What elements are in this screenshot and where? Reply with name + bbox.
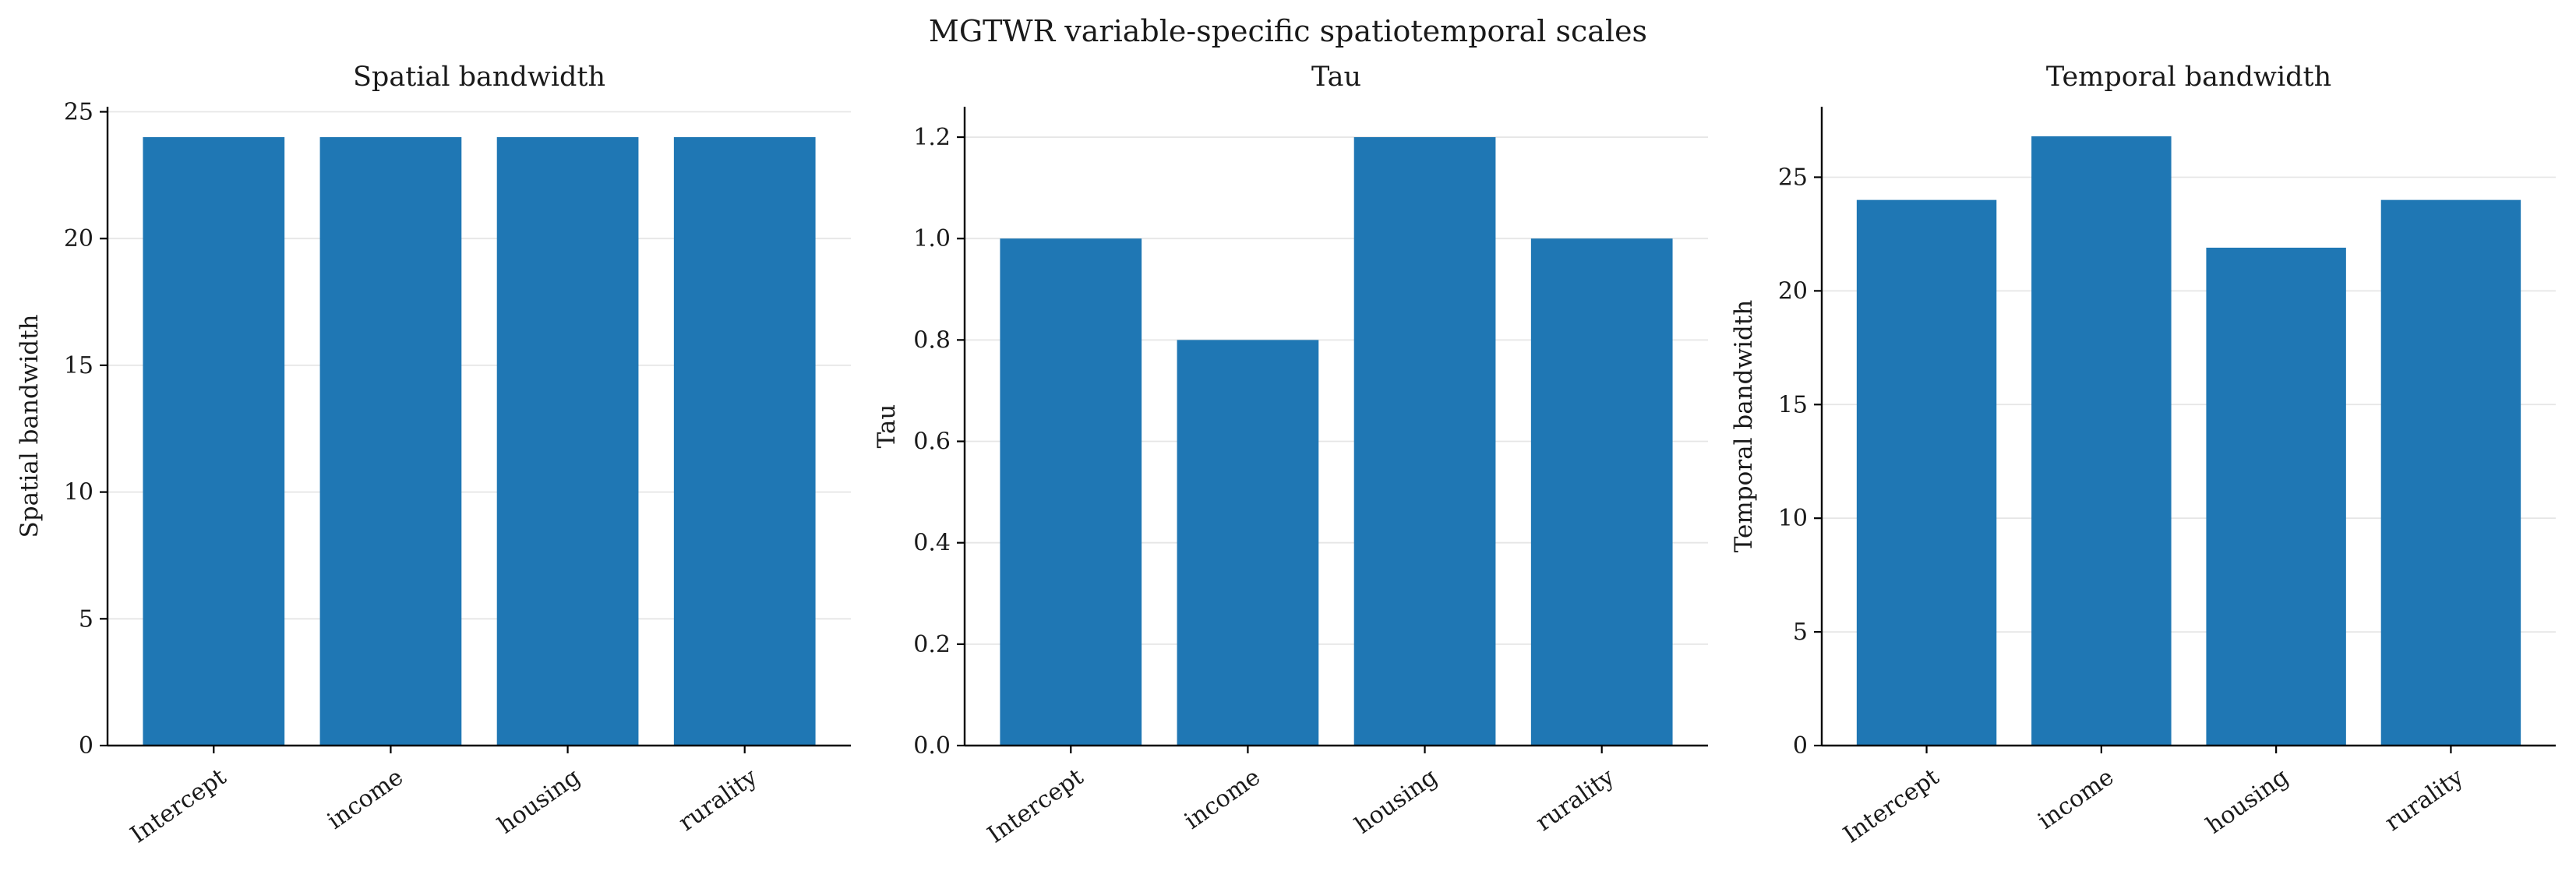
y-tick-label: 5 (79, 605, 94, 633)
panel-title: Spatial bandwidth (353, 62, 605, 93)
x-tick-label: income (323, 763, 408, 835)
y-tick-label: 25 (64, 99, 94, 126)
y-tick-label: 0 (1793, 732, 1808, 760)
figure-title: MGTWR variable-specific spatiotemporal s… (929, 14, 1647, 48)
panel-spatial-bandwidth: Spatial bandwidth Spatial bandwidth 0 5 10… (16, 62, 851, 849)
y-tick-label: 15 (1778, 391, 1808, 418)
y-tick-label: 0 (79, 732, 94, 760)
bar-income (319, 137, 462, 746)
y-tick-label: 5 (1793, 619, 1808, 646)
x-tick-label: Intercept (983, 763, 1089, 849)
y-tick-label: 10 (1778, 505, 1808, 532)
bar-income (2031, 136, 2172, 746)
x-tick-label: rurality (674, 763, 763, 837)
y-tick-label: 10 (64, 479, 94, 506)
y-tick-label: 1.0 (913, 225, 951, 252)
y-axis-label: Temporal bandwidth (1730, 300, 1758, 552)
x-tick-label: rurality (1531, 763, 1620, 837)
x-tick-label: housing (2201, 763, 2294, 840)
panel-tau: Tau Tau 0.0 0.2 0.4 0.6 0.8 1.0 1.2 Intercept in… (873, 62, 1708, 849)
y-axis-label: Spatial bandwidth (16, 314, 44, 538)
y-tick-label: 0.6 (913, 428, 951, 456)
bar-housing (2206, 247, 2346, 746)
y-axis-label: Tau (873, 404, 901, 449)
panel-title: Tau (1311, 62, 1361, 93)
panel-title: Temporal bandwidth (2046, 62, 2331, 93)
bar-intercept (1000, 238, 1142, 746)
bar-intercept (143, 137, 285, 746)
bar-intercept (1856, 199, 1997, 746)
bar-rurality (2380, 199, 2521, 746)
bar-rurality (673, 137, 816, 746)
x-tick-label: income (1180, 763, 1265, 835)
bar-rurality (1530, 238, 1673, 746)
x-tick-label: housing (493, 763, 586, 840)
x-tick-label: housing (1350, 763, 1443, 840)
y-tick-label: 0.4 (913, 530, 951, 557)
bar-housing (496, 137, 639, 746)
y-tick-label: 1.2 (913, 124, 951, 151)
x-tick-label: Intercept (125, 763, 231, 849)
bar-income (1177, 340, 1319, 746)
y-tick-label: 15 (64, 352, 94, 379)
y-tick-label: 25 (1778, 164, 1808, 191)
panel-temporal-bandwidth: Temporal bandwidth Temporal bandwidth 0 5… (1730, 62, 2556, 849)
y-tick-label: 0.2 (913, 631, 951, 658)
y-tick-label: 0.0 (913, 732, 951, 760)
bar-housing (1353, 137, 1496, 746)
y-tick-label: 0.8 (913, 326, 951, 354)
x-tick-label: income (2033, 763, 2119, 835)
y-tick-label: 20 (64, 225, 94, 252)
x-tick-label: Intercept (1838, 763, 1944, 849)
y-tick-label: 20 (1778, 277, 1808, 305)
x-tick-label: rurality (2380, 763, 2468, 837)
